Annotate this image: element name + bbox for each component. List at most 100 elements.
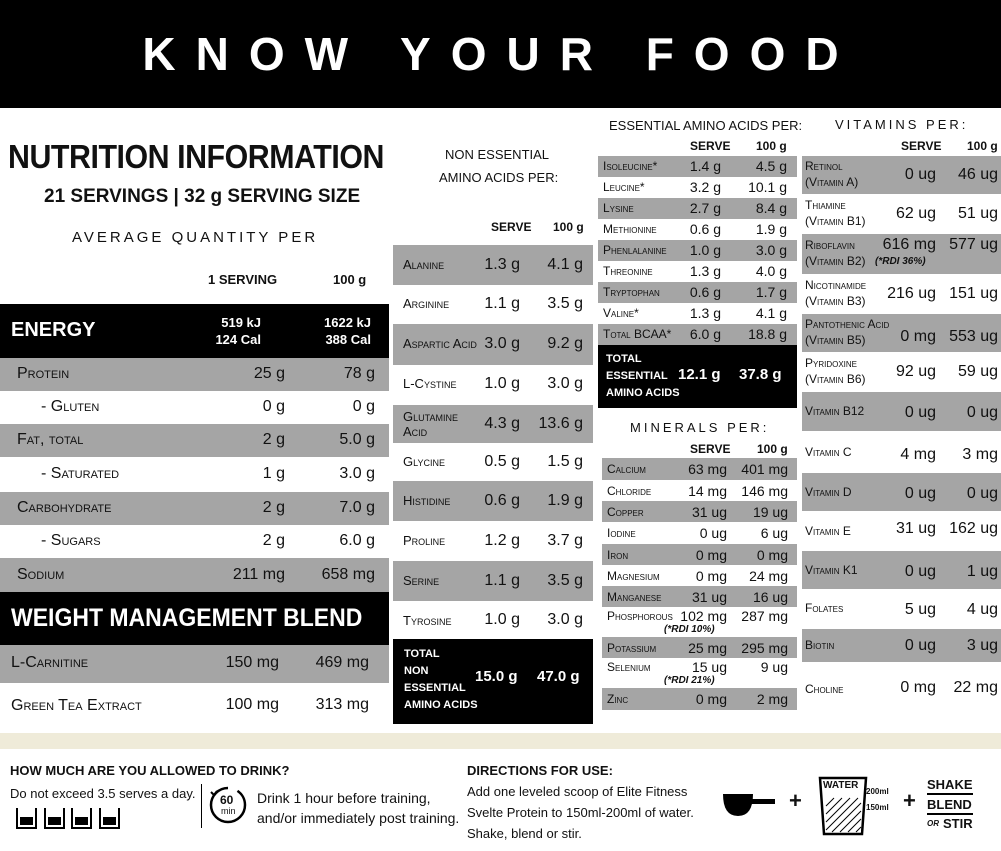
row-label: Magnesium xyxy=(607,569,660,583)
row-100g: 4.0 g xyxy=(755,263,787,279)
table-row: Arginine 1.1 g 3.5 g xyxy=(393,285,593,324)
total-label-2: ESSENTIAL xyxy=(606,370,668,382)
row-100g: 0 ug xyxy=(966,404,998,421)
row-serve: 25 g xyxy=(253,365,285,382)
row-note: (*RDI 10%) xyxy=(664,624,715,635)
minerals-col-serve: SERVE xyxy=(690,442,731,456)
table-row: Manganese 31 ug 16 ug xyxy=(602,586,797,607)
row-label: Tyrosine xyxy=(403,613,452,628)
row-label: Selenium xyxy=(607,660,651,674)
row-label: Alanine xyxy=(403,257,445,272)
table-row: Magnesium 0 mg 24 mg xyxy=(602,565,797,586)
row-serve: 31 ug xyxy=(895,520,936,537)
row-100g: 7.0 g xyxy=(339,499,375,516)
glass-icon xyxy=(71,808,92,829)
row-label: L-Carnitine xyxy=(11,654,89,671)
row-100g: 9 ug xyxy=(760,659,788,675)
divider xyxy=(201,784,202,828)
row-100g: 658 mg xyxy=(321,566,375,583)
row-100g: 22 mg xyxy=(953,679,998,696)
total-label-3: ESSENTIAL xyxy=(404,682,466,694)
vitamins-col-serve: SERVE xyxy=(901,139,942,153)
table-row: Phosphorous 102 mg 287 mg (*RDI 10%) xyxy=(602,607,797,637)
row-100g: 46 ug xyxy=(957,166,998,183)
table-row: Green Tea Extract 100 mg 313 mg xyxy=(0,683,389,729)
row-serve: 0 mg xyxy=(695,691,727,707)
row-100g: 4.1 g xyxy=(755,305,787,321)
row-serve: 2.7 g xyxy=(689,200,721,216)
row-serve: 150 mg xyxy=(225,654,279,671)
table-row: Biotin 0 ug 3 ug xyxy=(802,629,1001,662)
row-100g: 3.5 g xyxy=(547,295,583,312)
table-row: Zinc 0 mg 2 mg xyxy=(602,688,797,710)
table-row: Thiamine (Vitamin B1) 62 ug 51 ug xyxy=(802,194,1001,234)
total-label-2: NON xyxy=(404,665,429,677)
row-serve: 4 mg xyxy=(900,446,936,463)
essential-table: Isoleucine* 1.4 g 4.5 g Leucine* 3.2 g 1… xyxy=(598,156,797,345)
row-serve: 0.6 g xyxy=(689,284,721,300)
row-label: Aspartic Acid xyxy=(403,336,477,351)
row-serve: 63 mg xyxy=(688,461,727,477)
vitamins-title: VITAMINS PER: xyxy=(835,117,969,132)
row-label: Histidine xyxy=(403,493,451,508)
row-label: Isoleucine* xyxy=(603,159,658,173)
row-label: L-Cystine xyxy=(403,376,457,391)
row-serve: 0 mg xyxy=(900,679,936,696)
table-row: Phenlalanine 1.0 g 3.0 g xyxy=(598,240,797,261)
row-label: Vitamin K1 xyxy=(805,563,858,577)
table-row: Valine* 1.3 g 4.1 g xyxy=(598,303,797,324)
glass-icon xyxy=(99,808,120,829)
table-row: Methionine 0.6 g 1.9 g xyxy=(598,219,797,240)
energy-100-kj: 1622 kJ xyxy=(324,315,371,330)
row-100g: 18.8 g xyxy=(748,326,787,342)
row-100g: 3.0 g xyxy=(547,375,583,392)
row-label: Serine xyxy=(403,573,440,588)
row-100g: 10.1 g xyxy=(748,179,787,195)
divider xyxy=(927,813,973,815)
row-serve: 0 ug xyxy=(904,637,936,654)
table-row: Fat, total 2 g 5.0 g xyxy=(0,424,389,457)
row-serve: 2 g xyxy=(262,499,285,516)
energy-100-cal: 388 Cal xyxy=(325,332,371,347)
table-row: Vitamin B12 0 ug 0 ug xyxy=(802,392,1001,431)
stir-label: STIR xyxy=(943,816,973,831)
row-label: Vitamin D xyxy=(805,485,852,499)
row-serve: 15 ug xyxy=(691,659,727,675)
row-100g: 51 ug xyxy=(957,205,998,222)
total-label-3: AMINO ACIDS xyxy=(606,387,680,399)
row-serve: 0.6 g xyxy=(689,221,721,237)
row-serve: 2 g xyxy=(262,532,285,549)
row-label-2: (Vitamin B1) xyxy=(805,214,866,228)
table-row: Carbohydrate 2 g 7.0 g xyxy=(0,492,389,525)
row-serve: 0 g xyxy=(262,398,285,415)
row-serve: 1.1 g xyxy=(484,572,520,589)
row-serve: 5 ug xyxy=(904,601,936,618)
nonessential-col-100g: 100 g xyxy=(553,220,584,234)
row-serve: 1.0 g xyxy=(689,242,721,258)
row-serve: 31 ug xyxy=(691,589,727,605)
row-label: Protein xyxy=(17,365,70,382)
row-label: Calcium xyxy=(607,462,646,476)
table-row: Aspartic Acid 3.0 g 9.2 g xyxy=(393,324,593,365)
row-100g: 4.1 g xyxy=(547,256,583,273)
table-row: Threonine 1.3 g 4.0 g xyxy=(598,261,797,282)
energy-row: ENERGY 519 kJ 124 Cal 1622 kJ 388 Cal xyxy=(0,304,389,358)
drink-timing-1: Drink 1 hour before training, xyxy=(257,790,431,806)
wmb-title: WEIGHT MANAGEMENT BLEND xyxy=(11,604,363,632)
vitamins-table: Retinol (Vitamin A) 0 ug 46 ug Thiamine … xyxy=(802,156,1001,718)
table-row: Folates 5 ug 4 ug xyxy=(802,589,1001,629)
row-label-2: (Vitamin A) xyxy=(805,175,859,189)
minerals-title: MINERALS PER: xyxy=(630,420,770,435)
shake-label: SHAKE xyxy=(927,777,973,792)
nonessential-total-row: TOTAL NON ESSENTIAL AMINO ACIDS 15.0 g 4… xyxy=(393,639,593,724)
row-serve: 1.3 g xyxy=(689,263,721,279)
glass-icon xyxy=(16,808,37,829)
row-100g: 1.5 g xyxy=(547,453,583,470)
row-serve: 4.3 g xyxy=(484,415,520,432)
table-row: Vitamin C 4 mg 3 mg xyxy=(802,431,1001,473)
row-label-2: (Vitamin B6) xyxy=(805,372,866,386)
row-label: Valine* xyxy=(603,306,639,320)
row-serve: 25 mg xyxy=(688,640,727,656)
col-100g-header: 100 g xyxy=(333,272,367,287)
row-label: Arginine xyxy=(403,296,450,311)
